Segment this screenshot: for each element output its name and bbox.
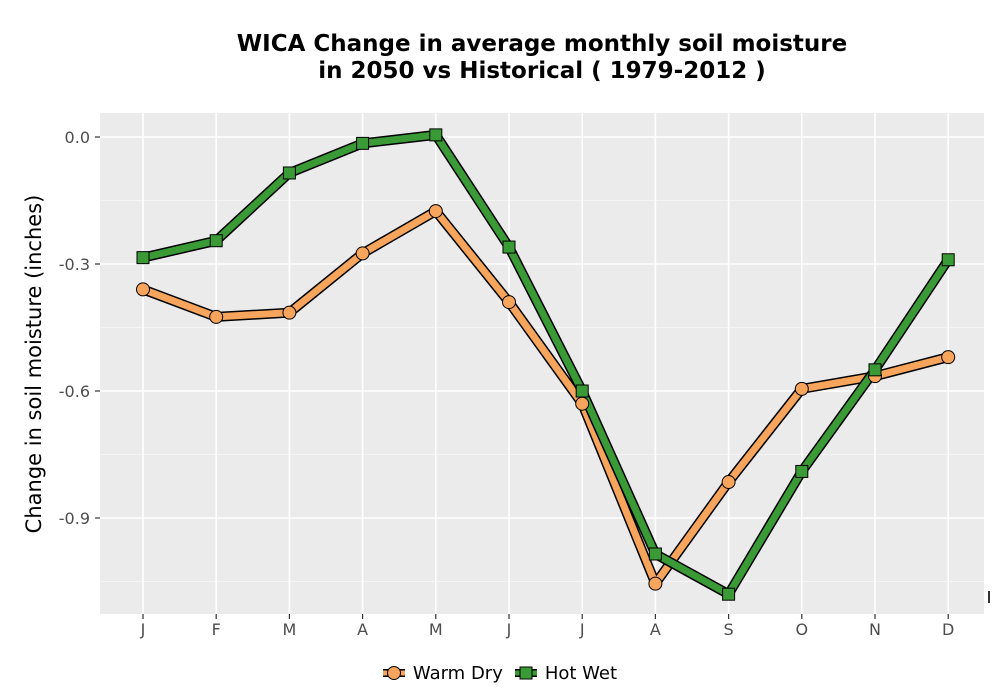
x-tick-label: M	[282, 620, 296, 639]
data-point-hot-wet	[282, 166, 296, 180]
legend-label-hot-wet: Hot Wet	[544, 662, 618, 684]
data-point-hot-wet	[356, 136, 370, 150]
data-point-hot-wet	[941, 253, 955, 267]
data-point-warm-dry	[355, 246, 370, 261]
y-tick-label: -0.3	[59, 255, 90, 274]
x-tick-label: A	[650, 620, 661, 639]
x-tick-label: O	[796, 620, 809, 639]
x-tick-label: J	[140, 620, 146, 639]
data-point-warm-dry	[209, 309, 224, 324]
data-point-warm-dry	[136, 282, 150, 297]
data-point-warm-dry	[502, 295, 516, 310]
legend-key-hot-wet	[514, 666, 537, 680]
data-point-warm-dry	[794, 381, 809, 396]
data-point-hot-wet	[722, 587, 736, 601]
data-point-warm-dry	[282, 305, 297, 320]
edge-tick-mark	[988, 591, 990, 603]
x-tick-label: F	[212, 620, 221, 639]
x-tick-label: A	[357, 620, 368, 639]
x-tick-label: J	[506, 620, 512, 639]
data-point-hot-wet	[429, 128, 443, 142]
plot-panel	[100, 113, 984, 614]
x-tick-label: N	[869, 620, 881, 639]
chart-title: WICA Change in average monthly soil mois…	[236, 31, 848, 84]
x-tick-label: M	[429, 620, 443, 639]
y-tick-label: -0.6	[59, 382, 90, 401]
data-point-hot-wet	[868, 363, 882, 377]
data-point-hot-wet	[502, 240, 516, 254]
legend-key-warm-dry	[382, 666, 405, 680]
x-tick-label: S	[724, 620, 734, 639]
data-point-warm-dry	[941, 350, 956, 365]
series-line-warm-dry	[139, 207, 952, 588]
data-point-hot-wet	[795, 464, 809, 478]
data-point-hot-wet	[136, 251, 150, 265]
legend-label-warm-dry: Warm Dry	[412, 662, 503, 684]
data-point-warm-dry	[575, 396, 590, 411]
data-point-hot-wet	[648, 547, 662, 561]
legend-item-warm-dry: Warm Dry	[382, 662, 503, 684]
legend: Warm Dry Hot Wet	[0, 660, 1000, 686]
series-line-hot-wet	[139, 131, 952, 598]
y-tick-label: 0.0	[65, 128, 90, 147]
legend-item-hot-wet: Hot Wet	[514, 662, 618, 684]
data-point-warm-dry	[428, 204, 443, 219]
y-tick-label: -0.9	[59, 509, 90, 528]
data-point-warm-dry	[648, 576, 663, 591]
data-point-hot-wet	[209, 234, 223, 248]
data-point-hot-wet	[575, 384, 589, 398]
x-tick-label: J	[579, 620, 585, 639]
data-point-warm-dry	[721, 475, 736, 490]
x-tick-label: D	[942, 620, 954, 639]
